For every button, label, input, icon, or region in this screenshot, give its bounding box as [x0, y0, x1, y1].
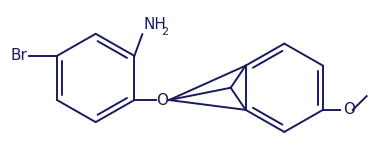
Text: O: O: [156, 93, 168, 108]
Text: 2: 2: [161, 27, 168, 37]
Text: NH: NH: [143, 17, 166, 32]
Text: O: O: [343, 102, 355, 117]
Text: Br: Br: [10, 48, 27, 63]
